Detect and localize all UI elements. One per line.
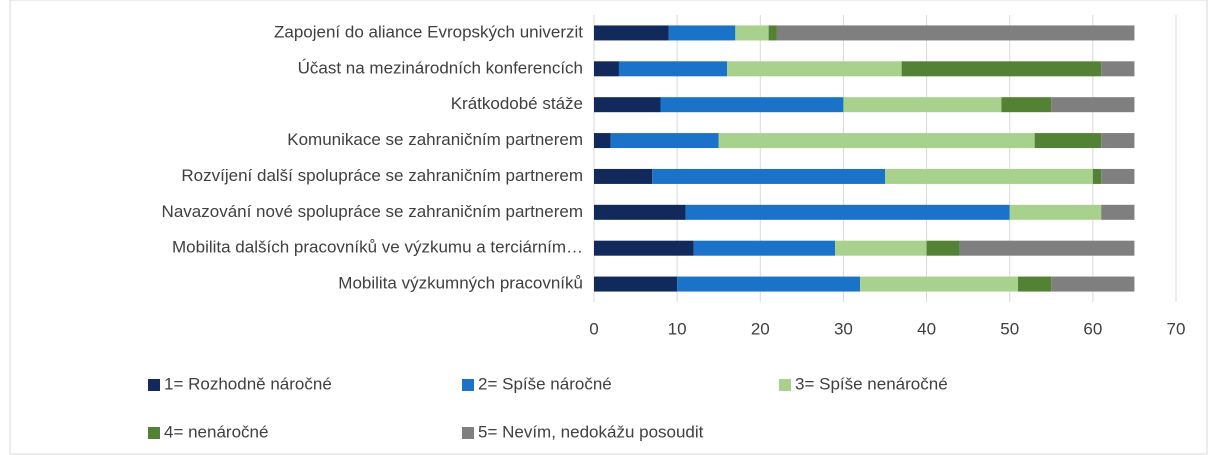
legend-label: 3= Spíše nenáročné	[795, 374, 948, 393]
bar-segment	[668, 25, 736, 41]
bar-segment	[1092, 168, 1102, 184]
bar-segment	[685, 204, 1010, 220]
bar-segment	[1101, 168, 1135, 184]
bar-segment	[727, 61, 902, 77]
y-tick-label: Mobilita dalších pracovníků ve výzkumu a…	[172, 238, 583, 257]
bar-segment	[1101, 133, 1135, 149]
bar-segment	[735, 25, 769, 41]
bar-segment	[843, 97, 1002, 113]
x-tick-label: 70	[1167, 319, 1186, 338]
bar-segment	[594, 204, 686, 220]
legend-label: 1= Rozhodně náročné	[164, 374, 332, 393]
bar-segment	[860, 276, 1019, 292]
bar-segment	[959, 240, 1135, 256]
x-tick-label: 30	[834, 319, 853, 338]
chart-frame	[9, 0, 1208, 455]
bar-segment	[1034, 133, 1102, 149]
bar-segment	[1051, 276, 1135, 292]
bar-segment	[594, 97, 661, 113]
y-tick-label: Mobilita výzkumných pracovníků	[338, 274, 583, 293]
bar-segment	[594, 133, 611, 149]
x-tick-label: 0	[589, 319, 598, 338]
x-tick-label: 20	[751, 319, 770, 338]
bar-segment	[677, 276, 861, 292]
x-tick-label: 40	[917, 319, 936, 338]
bar-segment	[594, 25, 669, 41]
legend-label: 2= Spíše náročné	[478, 374, 612, 393]
bar-segment	[835, 240, 927, 256]
y-tick-label: Krátkodobé stáže	[451, 94, 583, 113]
bar-segment	[1018, 276, 1052, 292]
bar-segment	[901, 61, 1102, 77]
y-tick-label: Komunikace se zahraničním partnerem	[287, 130, 583, 149]
bar-segment	[594, 276, 678, 292]
bar-segment	[776, 25, 1135, 41]
x-tick-label: 60	[1083, 319, 1102, 338]
bar-segment	[885, 168, 1093, 184]
legend-swatch	[462, 427, 474, 439]
bar-segment	[1001, 97, 1052, 113]
bar-segment	[618, 61, 728, 77]
y-tick-label: Navazování nové spolupráce se zahraniční…	[162, 202, 583, 221]
bar-segment	[718, 133, 1035, 149]
y-tick-label: Rozvíjení další spolupráce se zahraniční…	[181, 166, 583, 185]
legend-swatch	[148, 379, 160, 391]
bar-segment	[1101, 204, 1135, 220]
y-tick-label: Zapojení do aliance Evropských univerzit	[274, 22, 583, 41]
bar-segment	[768, 25, 777, 41]
legend-swatch	[148, 427, 160, 439]
bar-segment	[660, 97, 844, 113]
bar-segment	[652, 168, 885, 184]
bar-segment	[610, 133, 719, 149]
legend-swatch	[462, 379, 474, 391]
x-tick-label: 50	[1000, 319, 1019, 338]
bar-segment	[594, 168, 653, 184]
bar-segment	[594, 61, 619, 77]
legend-label: 5= Nevím, nedokážu posoudit	[478, 422, 704, 441]
bar-segment	[926, 240, 960, 256]
legend-label: 4= nenáročné	[164, 422, 268, 441]
bar-segment	[693, 240, 836, 256]
bar-segment	[1009, 204, 1102, 220]
bar-segment	[1101, 61, 1135, 77]
legend-swatch	[779, 379, 791, 391]
bar-segment	[594, 240, 694, 256]
x-tick-label: 10	[668, 319, 687, 338]
y-tick-label: Účast na mezinárodních konferencích	[298, 58, 583, 77]
bar-segment	[1051, 97, 1135, 113]
